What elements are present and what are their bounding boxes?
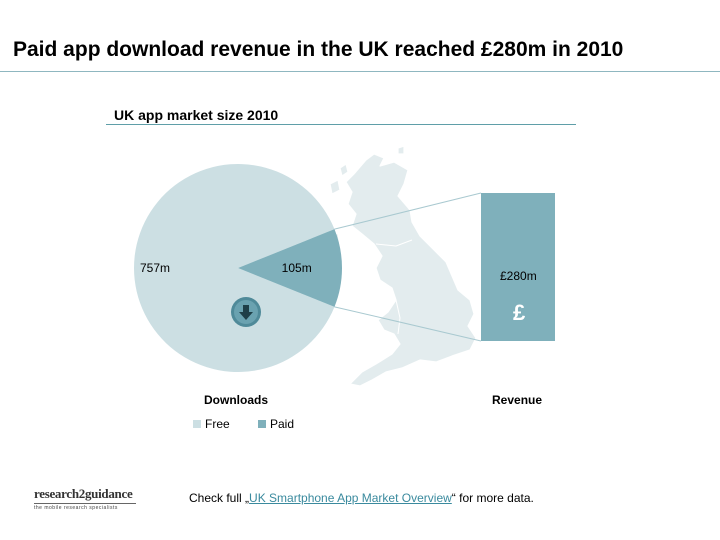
company-logo: research2guidance the mobile research sp… xyxy=(34,486,144,511)
slide-title: Paid app download revenue in the UK reac… xyxy=(13,38,624,61)
region-border xyxy=(375,239,413,247)
legend-label-paid: Paid xyxy=(270,417,295,431)
revenue-bar xyxy=(481,193,555,341)
logo-rule xyxy=(34,503,136,504)
island-shape xyxy=(339,163,349,177)
legend-free: Free xyxy=(193,417,230,431)
great-britain-shape xyxy=(345,153,477,387)
legend-paid: Paid xyxy=(258,417,294,431)
connector-line-bottom xyxy=(334,306,482,342)
report-link[interactable]: UK Smartphone App Market Overview xyxy=(249,491,452,505)
chart-title-divider xyxy=(106,124,576,125)
logo-name: research2guidance xyxy=(34,486,133,501)
footer-prefix: Check full „ xyxy=(189,491,250,505)
footer-suffix: “ for more data. xyxy=(451,491,534,505)
logo-tagline: the mobile research specialists xyxy=(34,505,118,511)
chart-title: UK app market size 2010 xyxy=(114,107,279,123)
revenue-label: Revenue xyxy=(492,393,543,407)
downloads-label: Downloads xyxy=(204,393,269,407)
download-arrow-icon xyxy=(231,297,261,327)
legend-swatch-free xyxy=(193,420,201,428)
island-shape xyxy=(397,145,405,155)
pie-slice-free xyxy=(134,164,335,373)
downloads-pie xyxy=(134,164,342,373)
footer-note: Check full „UK Smartphone App Market Ove… xyxy=(189,491,534,505)
revenue-value-label: £280m xyxy=(500,269,537,283)
region-border xyxy=(395,299,401,335)
title-divider xyxy=(0,71,720,72)
connector-line-top xyxy=(334,192,482,230)
revenue-connectors xyxy=(334,192,482,342)
pie-slice-paid xyxy=(238,229,342,307)
legend-label-free: Free xyxy=(205,417,230,431)
pound-symbol: £ xyxy=(513,300,526,325)
revenue-column xyxy=(481,193,555,341)
island-shape xyxy=(329,179,341,195)
uk-map-icon xyxy=(309,145,477,387)
free-value-label: 757m xyxy=(140,261,171,275)
paid-value-label: 105m xyxy=(281,261,312,275)
legend-swatch-paid xyxy=(258,420,266,428)
